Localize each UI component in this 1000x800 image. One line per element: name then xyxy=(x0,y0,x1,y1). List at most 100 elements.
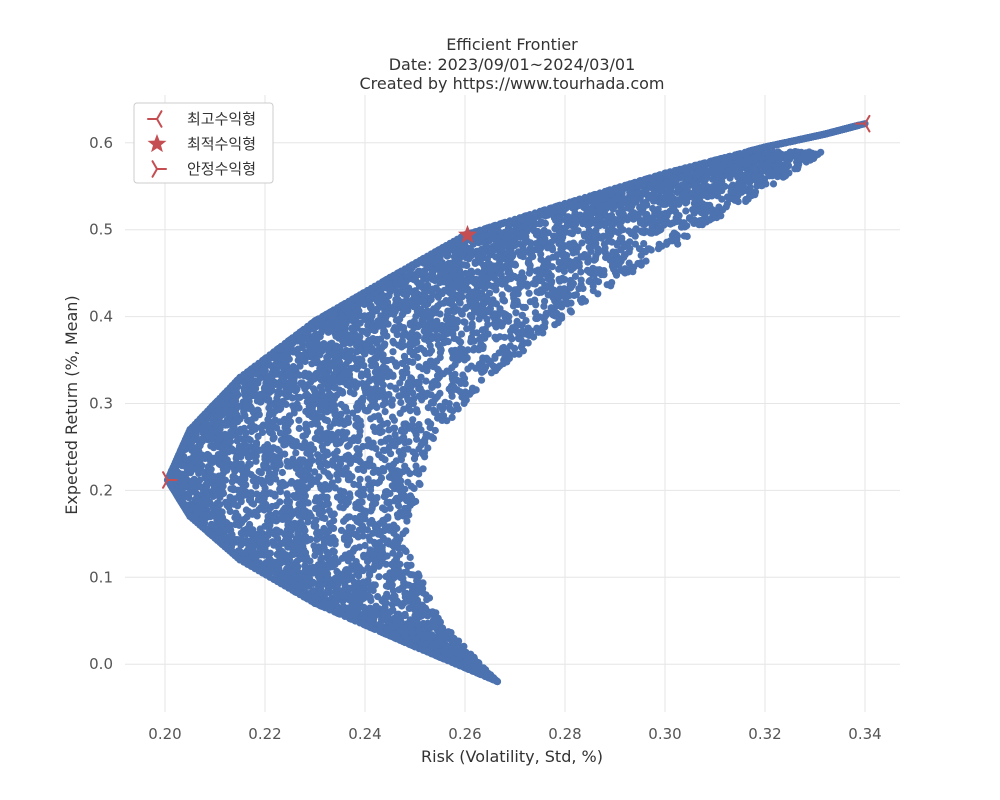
portfolio-point xyxy=(483,315,491,323)
portfolio-point xyxy=(556,277,564,285)
portfolio-point xyxy=(355,543,364,551)
portfolio-point xyxy=(313,529,321,537)
portfolio-point xyxy=(388,401,396,409)
portfolio-point xyxy=(279,478,287,487)
portfolio-point xyxy=(525,269,534,277)
portfolio-point xyxy=(492,286,500,294)
portfolio-point xyxy=(260,461,268,469)
portfolio-point xyxy=(370,413,378,421)
portfolio-point xyxy=(301,466,309,474)
chart-title-line-3: Created by https://www.tourhada.com xyxy=(359,74,664,93)
portfolio-point xyxy=(321,485,329,493)
portfolio-point xyxy=(313,535,321,544)
portfolio-point xyxy=(443,337,451,345)
portfolio-point xyxy=(356,475,364,483)
portfolio-point xyxy=(578,239,586,247)
portfolio-point xyxy=(312,516,320,524)
portfolio-point xyxy=(352,558,360,566)
portfolio-point xyxy=(356,417,364,425)
portfolio-point xyxy=(477,333,485,342)
portfolio-point xyxy=(389,337,397,345)
portfolio-point xyxy=(669,219,677,227)
portfolio-point xyxy=(350,480,358,488)
portfolio-point xyxy=(391,592,399,600)
portfolio-point xyxy=(302,424,310,432)
portfolio-point xyxy=(447,298,456,306)
portfolio-point xyxy=(354,489,362,498)
portfolio-point xyxy=(577,268,585,276)
portfolio-point xyxy=(346,388,354,396)
portfolio-point xyxy=(586,220,594,228)
portfolio-point xyxy=(566,307,574,315)
portfolio-point xyxy=(270,434,278,442)
portfolio-point xyxy=(469,346,477,354)
portfolio-point xyxy=(283,393,291,401)
portfolio-point xyxy=(410,455,419,463)
portfolio-point xyxy=(331,561,339,569)
portfolio-point xyxy=(354,533,362,541)
portfolio-point xyxy=(518,311,527,319)
portfolio-point xyxy=(360,551,368,560)
portfolio-point xyxy=(306,535,315,543)
portfolio-point xyxy=(314,456,323,465)
portfolio-point xyxy=(379,381,387,389)
portfolio-point xyxy=(424,308,432,316)
portfolio-point xyxy=(412,468,420,476)
portfolio-point xyxy=(571,272,580,280)
portfolio-point xyxy=(219,489,228,498)
portfolio-point xyxy=(406,407,414,415)
chart-title: Efficient Frontier Date: 2023/09/01~2024… xyxy=(359,35,664,93)
chart-title-line-2: Date: 2023/09/01~2024/03/01 xyxy=(389,55,636,74)
portfolio-point xyxy=(220,468,228,476)
portfolio-point xyxy=(388,396,396,404)
portfolio-point xyxy=(375,451,383,459)
portfolio-point xyxy=(486,289,494,297)
portfolio-point xyxy=(295,424,303,432)
portfolio-point xyxy=(525,289,533,297)
portfolio-point xyxy=(514,285,523,293)
portfolio-point xyxy=(312,522,320,530)
portfolio-point xyxy=(391,430,399,439)
portfolio-point xyxy=(403,561,411,569)
portfolio-point xyxy=(628,202,636,210)
portfolio-point xyxy=(682,207,690,215)
portfolio-point xyxy=(409,448,417,456)
portfolio-point xyxy=(567,283,575,291)
portfolio-point xyxy=(579,220,587,228)
portfolio-point xyxy=(360,485,368,493)
portfolio-point xyxy=(319,446,327,454)
portfolio-point xyxy=(456,299,464,307)
portfolio-point xyxy=(311,468,319,476)
portfolio-point xyxy=(594,290,602,298)
portfolio-point xyxy=(409,416,417,424)
portfolio-point xyxy=(477,376,486,384)
portfolio-point xyxy=(507,327,515,335)
portfolio-point xyxy=(718,187,726,195)
portfolio-point xyxy=(230,500,238,508)
portfolio-point xyxy=(311,387,319,395)
portfolio-point xyxy=(427,420,435,428)
portfolio-point xyxy=(324,451,332,459)
portfolio-point xyxy=(511,260,519,268)
portfolio-point xyxy=(563,300,572,308)
portfolio-point xyxy=(508,335,516,343)
portfolio-point xyxy=(527,239,535,247)
portfolio-point xyxy=(474,247,482,255)
portfolio-point xyxy=(461,388,469,396)
portfolio-point xyxy=(460,318,468,326)
portfolio-point xyxy=(363,593,371,601)
portfolio-point xyxy=(422,332,430,340)
portfolio-point xyxy=(325,507,333,515)
portfolio-point xyxy=(399,530,407,538)
portfolio-point xyxy=(506,342,514,350)
portfolio-point xyxy=(242,394,250,402)
portfolio-point xyxy=(325,472,334,480)
portfolio-point xyxy=(403,517,411,525)
portfolio-point xyxy=(675,212,683,220)
portfolio-point xyxy=(312,369,320,378)
portfolio-point xyxy=(487,369,496,377)
portfolio-point xyxy=(388,413,397,421)
portfolio-point xyxy=(634,259,642,268)
portfolio-point xyxy=(221,476,229,484)
portfolio-point xyxy=(642,257,650,265)
